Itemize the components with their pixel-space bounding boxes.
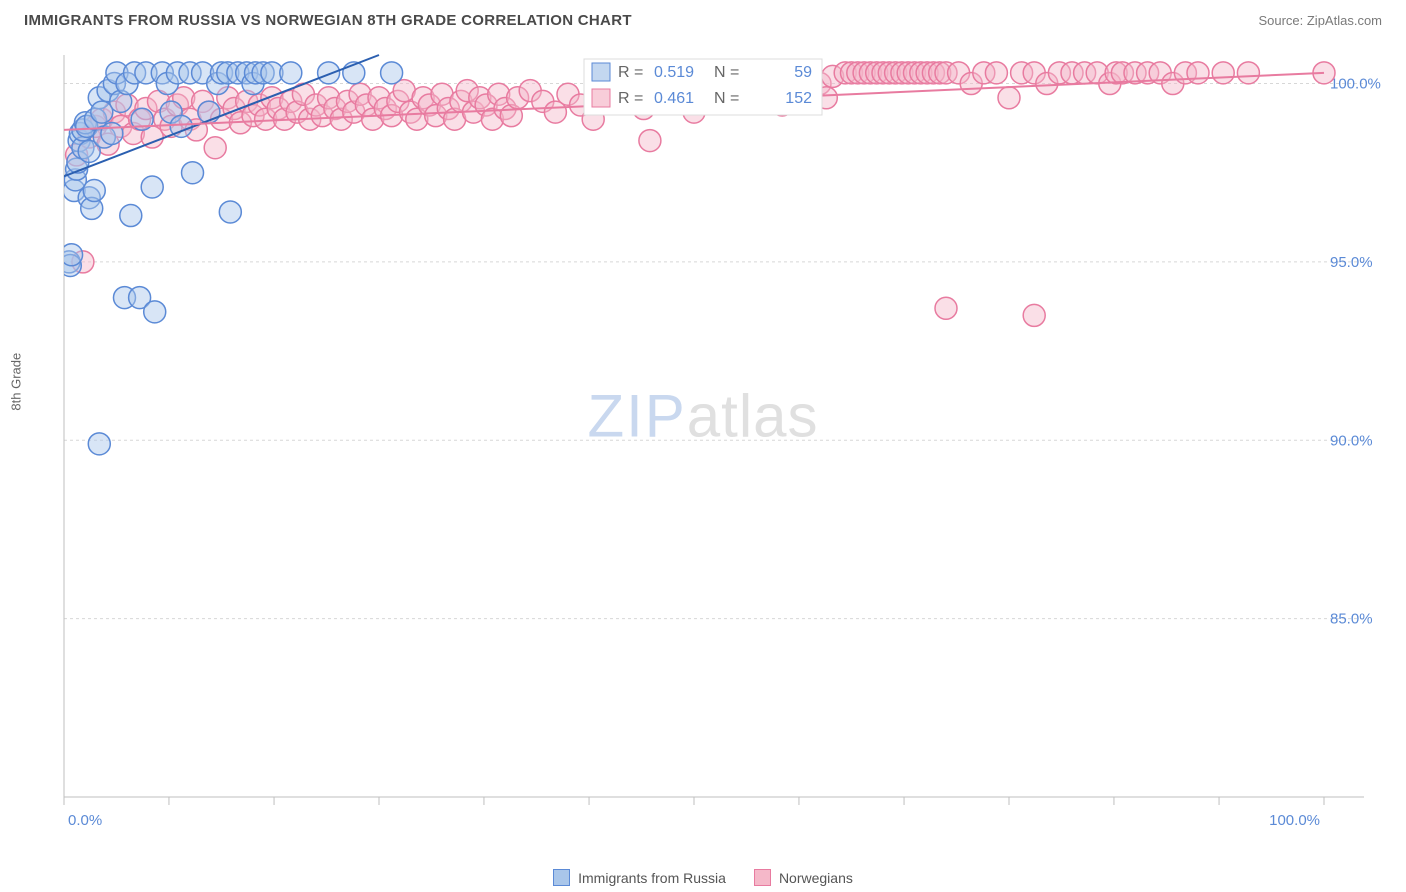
svg-text:0.519: 0.519 bbox=[654, 64, 694, 81]
svg-text:59: 59 bbox=[794, 64, 812, 81]
svg-text:90.0%: 90.0% bbox=[1330, 432, 1373, 449]
legend-label-russia: Immigrants from Russia bbox=[578, 870, 726, 886]
svg-text:0.461: 0.461 bbox=[654, 90, 694, 107]
svg-text:N =: N = bbox=[714, 64, 739, 81]
chart-legend: Immigrants from Russia Norwegians bbox=[0, 869, 1406, 886]
svg-text:85.0%: 85.0% bbox=[1330, 611, 1373, 628]
legend-item-norwegians: Norwegians bbox=[754, 869, 853, 886]
svg-text:0.0%: 0.0% bbox=[68, 812, 102, 827]
legend-swatch-russia bbox=[553, 869, 570, 886]
legend-item-russia: Immigrants from Russia bbox=[553, 869, 726, 886]
source-attribution: Source: ZipAtlas.com bbox=[1258, 13, 1382, 28]
correlation-scatter-chart: 0.0% 100.0% 85.0% 90.0% 95.0% 100.0% R = 0.519 N… bbox=[24, 37, 1382, 827]
legend-swatch-norwegians bbox=[754, 869, 771, 886]
chart-wrapper: 8th Grade 0.0%100.0%85.0%90.0%95.0%100.0… bbox=[24, 37, 1382, 827]
chart-header: IMMIGRANTS FROM RUSSIA VS NORWEGIAN 8TH … bbox=[0, 0, 1406, 37]
svg-text:95.0%: 95.0% bbox=[1330, 254, 1373, 271]
svg-text:R =: R = bbox=[618, 64, 643, 81]
chart-title: IMMIGRANTS FROM RUSSIA VS NORWEGIAN 8TH … bbox=[24, 12, 632, 29]
svg-text:152: 152 bbox=[785, 90, 812, 107]
legend-label-norwegians: Norwegians bbox=[779, 870, 853, 886]
svg-text:R =: R = bbox=[618, 90, 643, 107]
svg-text:N =: N = bbox=[714, 90, 739, 107]
svg-text:100.0%: 100.0% bbox=[1330, 76, 1381, 93]
svg-text:100.0%: 100.0% bbox=[1269, 812, 1320, 827]
y-axis-label: 8th Grade bbox=[9, 353, 24, 411]
